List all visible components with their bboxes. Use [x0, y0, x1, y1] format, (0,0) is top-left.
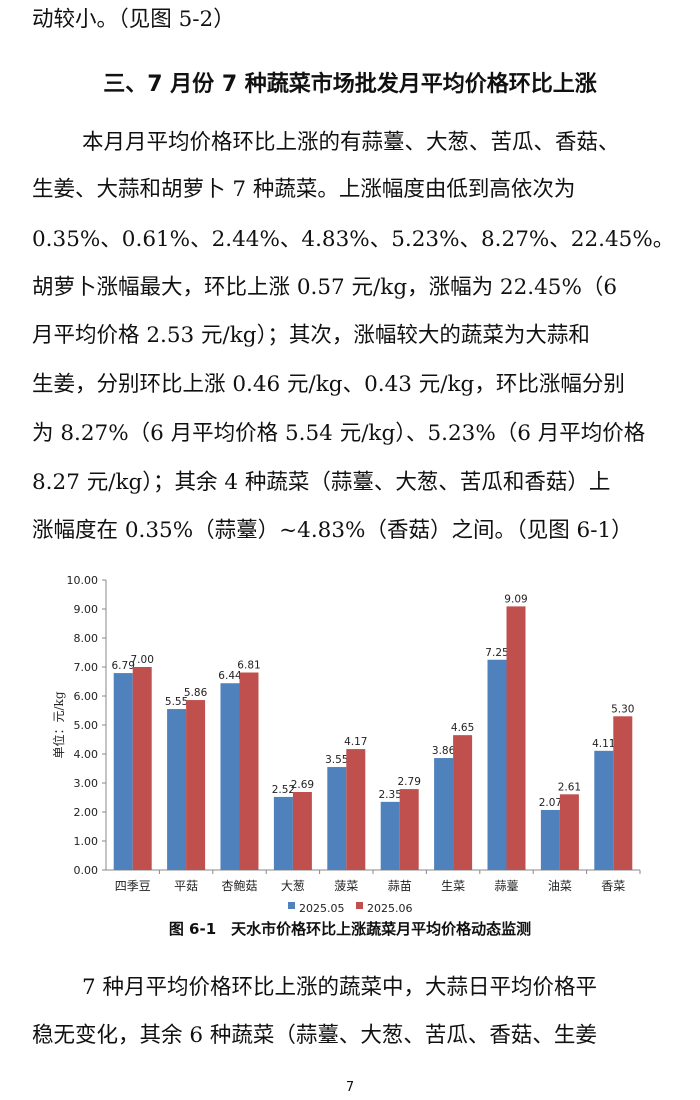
para1-line-3: 0.35%、0.61%、2.44%、4.83%、5.23%、8.27%、22.4… — [32, 227, 675, 252]
bar-2025-06 — [239, 672, 259, 870]
bar-value-label: 5.55 — [165, 696, 188, 708]
x-tick-label: 蒜薹 — [494, 878, 518, 893]
bar-2025-06 — [453, 735, 473, 870]
page-number: 7 — [345, 1080, 355, 1095]
figure-caption: 图 6-1 天水市价格环比上涨蔬菜月平均价格动态监测 — [168, 920, 532, 938]
y-tick-label: 3.00 — [74, 777, 99, 790]
bar-value-label: 2.69 — [291, 779, 314, 791]
bar-chart: 0.00 1.00 2.00 3.00 4.00 5.00 6.00 7.00 8.00 9.00… — [51, 574, 641, 913]
bar-value-label: 2.07 — [539, 797, 562, 809]
legend-swatch — [356, 902, 363, 909]
x-tick-label: 蒜苗 — [388, 879, 412, 893]
x-tick-label: 四季豆 — [115, 879, 151, 893]
x-tick-label: 平菇 — [174, 879, 198, 893]
x-tick-label: 大葱 — [281, 879, 305, 893]
para1-line-4: 胡萝卜涨幅最大，环比上涨 0.57 元/kg，涨幅为 22.45%（6 — [32, 275, 618, 300]
para1-line-7: 为 8.27%（6 月平均价格 5.54 元/kg）、5.23%（6 月平均价格 — [32, 421, 646, 446]
bar-2025-05 — [380, 801, 400, 870]
para1-line-5: 月平均价格 2.53 元/kg）；其次，涨幅较大的蔬菜为大蒜和 — [32, 323, 590, 348]
bar-value-label: 7.25 — [485, 647, 508, 659]
y-tick-label: 10.00 — [67, 574, 99, 587]
y-tick-label: 8.00 — [74, 632, 99, 645]
text-line-top: 动较小。（见图 5-2） — [32, 7, 235, 32]
y-tick-label: 0.00 — [74, 864, 99, 877]
legend-label: 2025.05 — [299, 902, 345, 913]
para1-line-8: 8.27 元/kg）；其余 4 种蔬菜（蒜薹、大葱、苦瓜和香菇）上 — [32, 470, 611, 495]
y-tick-label: 4.00 — [74, 748, 99, 761]
bar-value-label: 5.86 — [184, 687, 208, 699]
bar-2025-05 — [113, 673, 133, 870]
bar-value-label: 6.44 — [218, 670, 242, 682]
bar-value-label: 2.61 — [558, 781, 581, 793]
legend-label: 2025.06 — [367, 902, 413, 913]
bar-value-label: 3.55 — [325, 754, 348, 766]
bar-value-label: 4.17 — [344, 736, 367, 748]
bar-2025-05 — [540, 809, 560, 870]
y-tick-label: 1.00 — [74, 835, 99, 848]
bar-value-label: 7.00 — [131, 654, 154, 666]
section-heading: 三、7 月份 7 种蔬菜市场批发月平均价格环比上涨 — [103, 72, 597, 97]
y-axis-label: 单位：元/kg — [51, 691, 66, 758]
bar-value-label: 4.65 — [451, 722, 474, 734]
x-tick-label: 菠菜 — [334, 879, 358, 893]
y-tick-label: 7.00 — [74, 661, 99, 674]
para1-line-1: 本月月平均价格环比上涨的有蒜薹、大葱、苦瓜、香菇、 — [82, 130, 620, 155]
bar-2025-06 — [613, 716, 633, 870]
bar-2025-06 — [132, 667, 152, 870]
x-tick-label: 油菜 — [548, 879, 572, 893]
para2-line-1: 7 种月平均价格环比上涨的蔬菜中，大蒜日平均价格平 — [82, 975, 598, 1000]
para2-line-2: 稳无变化，其余 6 种蔬菜（蒜薹、大葱、苦瓜、香菇、生姜 — [32, 1023, 597, 1048]
bar-2025-05 — [594, 750, 614, 870]
bar-2025-06 — [346, 749, 366, 870]
bar-2025-05 — [434, 758, 454, 870]
legend-swatch — [288, 902, 295, 909]
bar-2025-05 — [220, 683, 240, 870]
para1-line-2: 生姜、大蒜和胡萝卜 7 种蔬菜。上涨幅度由低到高依次为 — [32, 177, 576, 202]
bar-value-label: 6.81 — [237, 660, 260, 672]
para1-line-9: 涨幅度在 0.35%（蒜薹）~4.83%（香菇）之间。（见图 6-1） — [32, 518, 633, 543]
x-tick-label: 香菜 — [601, 879, 625, 893]
bar-2025-06 — [506, 606, 526, 870]
y-tick-label: 5.00 — [74, 719, 99, 732]
x-tick-label: 生菜 — [441, 879, 465, 893]
bar-value-label: 6.79 — [112, 660, 135, 672]
bar-2025-05 — [487, 659, 507, 870]
bar-2025-06 — [399, 789, 419, 870]
bar-value-label: 3.86 — [432, 745, 456, 757]
bar-2025-06 — [186, 700, 206, 870]
bar-value-label: 4.11 — [592, 738, 615, 750]
bar-2025-05 — [327, 767, 347, 870]
y-tick-label: 6.00 — [74, 690, 99, 703]
bar-value-label: 2.52 — [272, 784, 295, 796]
bar-value-label: 2.79 — [398, 776, 421, 788]
bar-value-label: 2.35 — [379, 789, 402, 801]
y-tick-label: 2.00 — [74, 806, 99, 819]
bar-value-label: 9.09 — [504, 593, 527, 605]
bar-2025-05 — [273, 796, 293, 870]
bar-2025-06 — [559, 794, 579, 870]
x-tick-label: 杏鲍菇 — [221, 879, 257, 893]
y-tick-label: 9.00 — [74, 603, 99, 616]
para1-line-6: 生姜，分别环比上涨 0.46 元/kg、0.43 元/kg，环比涨幅分别 — [32, 372, 625, 397]
bar-value-label: 5.30 — [611, 703, 634, 715]
bar-2025-06 — [292, 791, 312, 870]
bar-2025-05 — [167, 709, 187, 870]
